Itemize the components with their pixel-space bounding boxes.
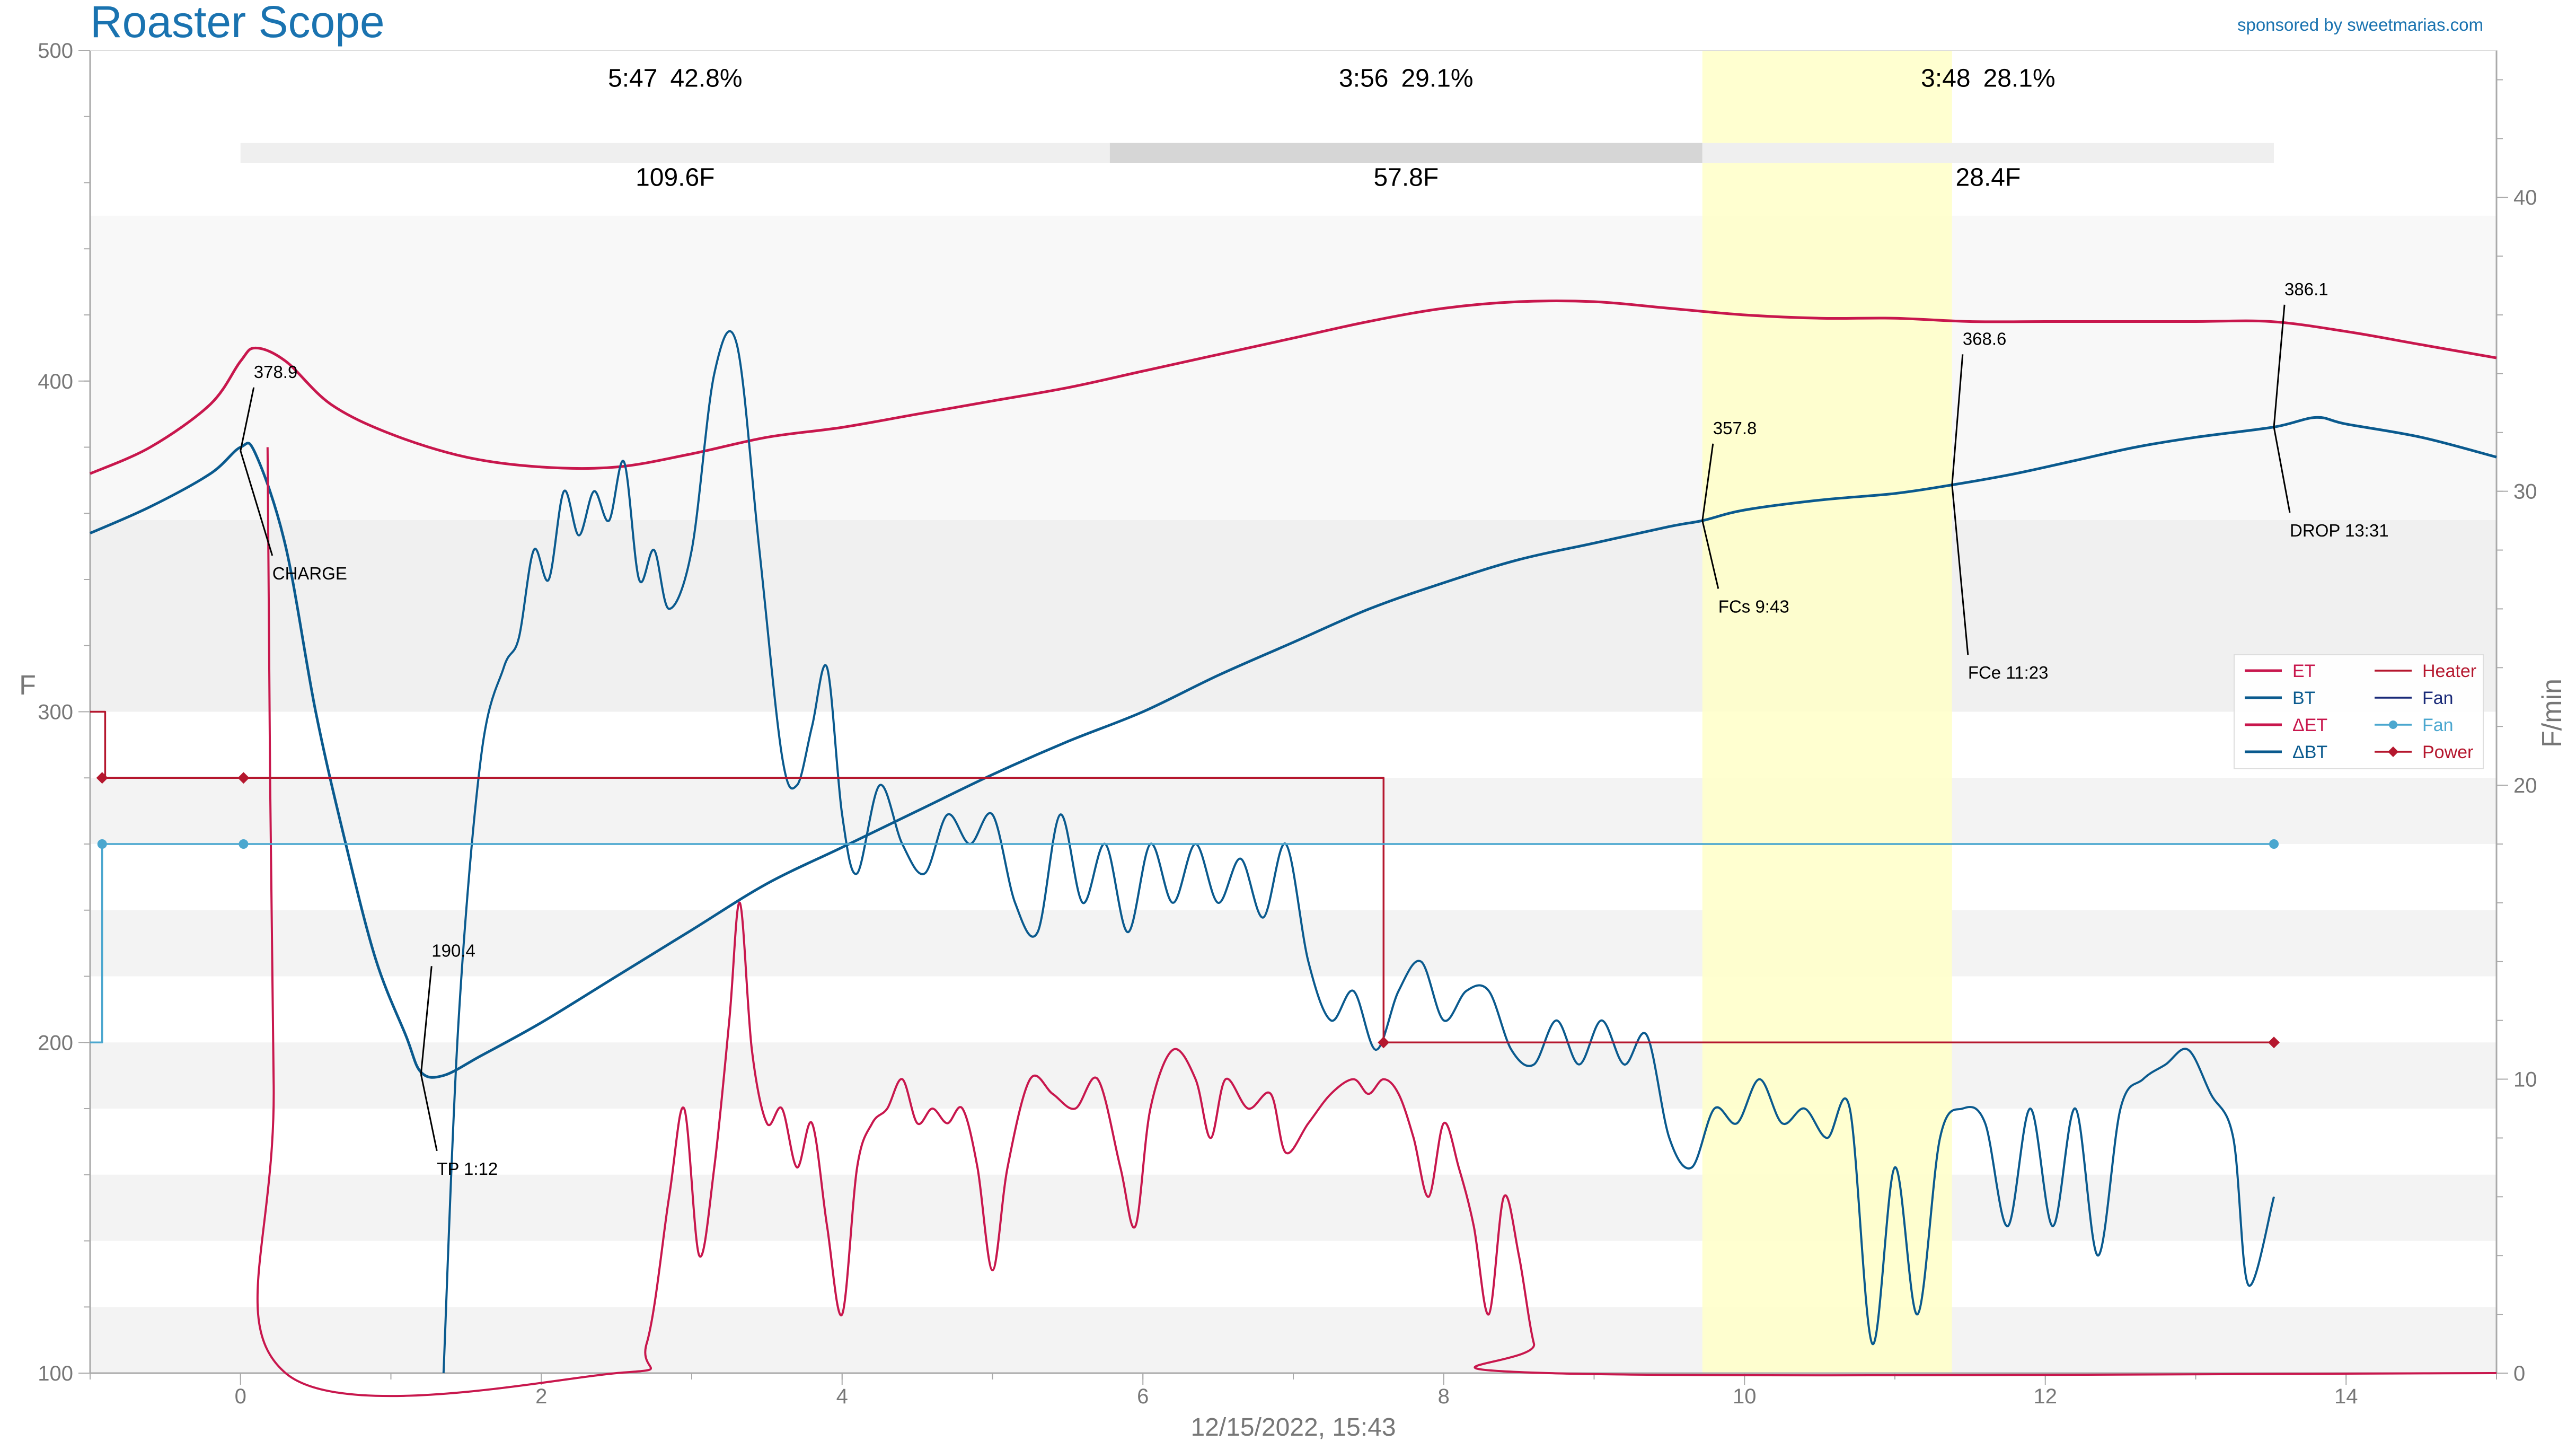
roast-date: 12/15/2022, 15:43 (1190, 1413, 1396, 1442)
y-tick-label: 500 (38, 39, 73, 63)
phase-temp-delta: 109.6F (636, 164, 714, 192)
event-leader-line (420, 966, 433, 1075)
legend-label: BT (2292, 688, 2315, 708)
background-bands (90, 215, 2496, 1373)
event-temp-label: 190.4 (431, 941, 475, 960)
event-leader-line (2273, 427, 2291, 513)
first-crack-band (1702, 50, 1952, 1373)
legend-label: Fan (2422, 688, 2454, 708)
x-tick-label: 0 (235, 1385, 246, 1408)
background-band (90, 778, 2496, 844)
phase-duration: 3:48 28.1% (1921, 65, 2055, 93)
axes: 0 2 4 6 8 10 12 14 100 200 300 400 500 0 10 20 30 40 (38, 39, 2537, 1408)
et-line (89, 300, 2497, 475)
x-tick-label: 10 (1733, 1385, 1757, 1408)
sponsor-link[interactable]: sponsored by sweetmarias.com (2237, 15, 2483, 34)
background-band (90, 520, 2496, 712)
event-leader-line (1701, 443, 1714, 521)
y-tick-label: 200 (38, 1031, 73, 1054)
power-marker (1378, 1036, 1390, 1049)
legend-label: Heater (2422, 661, 2476, 681)
background-band (90, 910, 2496, 977)
event-leader-line (240, 387, 255, 451)
event-temp-label: 386.1 (2284, 279, 2328, 299)
power-marker (2268, 1036, 2280, 1049)
fan-marker (239, 839, 249, 849)
background-band (90, 1307, 2496, 1373)
phase-segment (1702, 143, 2274, 163)
event-name-label: FCs 9:43 (1718, 596, 1789, 616)
phase-percent: 42.8% (670, 65, 742, 93)
delta-et-line (256, 447, 2497, 1398)
x-tick-label: 14 (2334, 1385, 2358, 1408)
power-marker (237, 772, 250, 784)
x-tick-label: 2 (535, 1385, 547, 1408)
phase-temp-delta: 28.4F (1956, 164, 2021, 192)
legend-label: ΔET (2292, 715, 2327, 735)
first-crack-band-rect (1702, 50, 1952, 1373)
y2-tick-label: 10 (2513, 1068, 2537, 1092)
phase-time: 3:48 (1921, 65, 1970, 93)
event-name-label: FCe 11:23 (1968, 663, 2049, 682)
phase-percent: 29.1% (1401, 65, 1473, 93)
background-band (90, 1042, 2496, 1109)
background-band (90, 1174, 2496, 1241)
y-tick-label: 100 (38, 1362, 73, 1385)
event-temp-label: 378.9 (254, 362, 298, 382)
x-tick-label: 12 (2034, 1385, 2058, 1408)
series-lines (89, 300, 2497, 1398)
event-temp-label: 357.8 (1713, 418, 1757, 438)
background-band (90, 215, 2496, 520)
phase-bar: 5:47 42.8% 109.6F 3:56 29.1% 57.8F 3:48 28.1% 28… (240, 65, 2274, 192)
legend-marker (2389, 720, 2397, 729)
phase-duration: 3:56 29.1% (1339, 65, 1474, 93)
event-annotations: 378.9 CHARGE 190.4 TP 1:12 357.8 FCs 9:43 368.… (240, 279, 2389, 1179)
event-leader-line (1951, 485, 1969, 655)
event-temp-label: 368.6 (1963, 329, 2007, 348)
power-marker (96, 772, 108, 784)
y2-tick-label: 30 (2513, 480, 2537, 504)
event-name-label: CHARGE (272, 564, 347, 583)
phase-segment (240, 143, 1110, 163)
y2-tick-label: 40 (2513, 186, 2537, 209)
legend-marker (2388, 746, 2398, 757)
x-tick-label: 6 (1137, 1385, 1149, 1408)
legend: ET Heater BT Fan ΔET Fan ΔBT Power (2234, 654, 2484, 769)
y-tick-label: 400 (38, 370, 73, 393)
event-leader-line (1951, 354, 1964, 485)
heater-line (90, 710, 2274, 1044)
event-name-label: DROP 13:31 (2290, 521, 2389, 540)
legend-box (2234, 654, 2484, 769)
event-leader-line (2273, 304, 2286, 427)
legend-label: Fan (2422, 715, 2454, 735)
event-leader-line (420, 1074, 438, 1152)
bt-line (89, 416, 2497, 1079)
phase-time: 3:56 (1339, 65, 1388, 93)
y2-tick-label: 20 (2513, 774, 2537, 797)
x-tick-label: 8 (1438, 1385, 1450, 1408)
legend-label: ΔBT (2292, 742, 2327, 762)
event-leader-line (1701, 520, 1719, 589)
legend-label: Power (2422, 742, 2473, 762)
phase-segment (1109, 143, 1702, 163)
event-leader-line (240, 450, 274, 556)
phase-time: 5:47 (608, 65, 657, 93)
fan-marker (2269, 839, 2279, 849)
y2-axis-label: F/min (2537, 679, 2568, 748)
phase-temp-delta: 57.8F (1373, 164, 1439, 192)
x-tick-label: 4 (836, 1385, 848, 1408)
fan-line (90, 843, 2274, 1044)
event-name-label: TP 1:12 (437, 1159, 498, 1179)
y-axis-label: F (19, 670, 36, 701)
phase-duration: 5:47 42.8% (608, 65, 743, 93)
page-title: Roaster Scope (90, 0, 385, 47)
delta-bt-line (442, 330, 2275, 1374)
y2-tick-label: 0 (2513, 1362, 2525, 1385)
fan-marker (97, 839, 107, 849)
legend-label: ET (2292, 661, 2315, 681)
y-tick-label: 300 (38, 701, 73, 724)
phase-percent: 28.1% (1983, 65, 2055, 93)
